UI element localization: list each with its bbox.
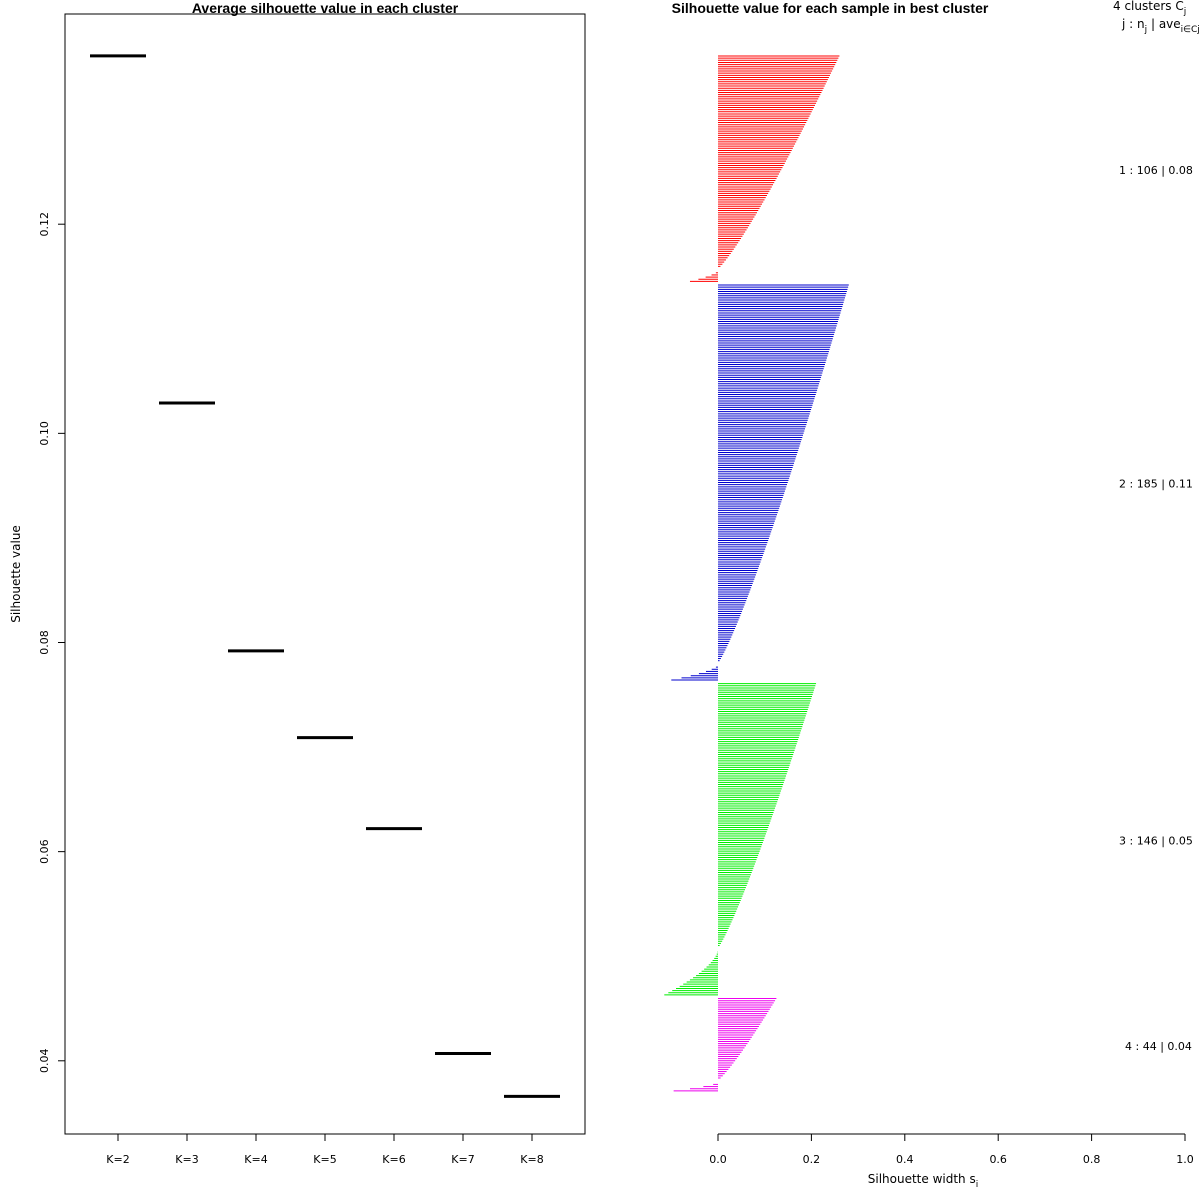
silhouette-bars (664, 55, 849, 1092)
silhouette-plot: Silhouette value for each sample in best… (664, 0, 1200, 1190)
cluster-summary-labels: 1 : 106 | 0.08 2 : 185 | 0.11 3 : 146 | 0.… (1119, 164, 1193, 1053)
left-plot-frame (64, 13, 586, 1135)
left-x-tick-label: K=8 (520, 1153, 543, 1166)
right-x-tick-label: 0.0 (709, 1153, 727, 1166)
cluster-2-summary: 2 : 185 | 0.11 (1119, 478, 1193, 491)
left-x-tick-label: K=2 (106, 1153, 129, 1166)
left-y-tick-label: 0.08 (38, 630, 51, 655)
right-chart-title: Silhouette value for each sample in best… (672, 0, 989, 16)
right-x-tick-label: 0.4 (896, 1153, 914, 1166)
left-y-axis: 0.04 0.06 0.08 0.10 0.12 (38, 212, 66, 1074)
right-x-tick-label: 0.6 (989, 1153, 1007, 1166)
cluster-2-bars (671, 284, 849, 681)
cluster-4-bars (673, 998, 777, 1092)
right-x-axis: 0.0 0.2 0.4 0.6 0.8 1.0 (709, 1133, 1194, 1166)
cluster-3-bars (664, 683, 817, 996)
left-x-tick-label: K=3 (175, 1153, 198, 1166)
legend-header-line2: j : nj | avei∈Cj s (1121, 17, 1200, 35)
legend-header-line1: 4 clusters Cj (1113, 0, 1186, 17)
left-x-tick-label: K=4 (244, 1153, 267, 1166)
cluster-legend-header: 4 clusters Cj j : nj | avei∈Cj s (1113, 0, 1200, 35)
left-x-tick-label: K=5 (313, 1153, 336, 1166)
left-x-tick-label: K=6 (382, 1153, 405, 1166)
cluster-1-bars (689, 55, 840, 282)
left-chart-title: Average silhouette value in each cluster (192, 0, 459, 16)
cluster-3-summary: 3 : 146 | 0.05 (1119, 834, 1193, 847)
cluster-1-summary: 1 : 106 | 0.08 (1119, 164, 1193, 177)
right-x-tick-label: 0.2 (803, 1153, 821, 1166)
right-x-axis-label: Silhouette width si (868, 1172, 979, 1190)
left-x-tick-label: K=7 (451, 1153, 474, 1166)
right-x-tick-label: 0.8 (1083, 1153, 1101, 1166)
left-y-tick-label: 0.04 (38, 1049, 51, 1074)
cluster-4-summary: 4 : 44 | 0.04 (1125, 1040, 1192, 1053)
right-x-tick-label: 1.0 (1176, 1153, 1194, 1166)
left-x-axis: K=2 K=3 K=4 K=5 K=6 K=7 K=8 (106, 1133, 544, 1166)
avg-silhouette-chart: Average silhouette value in each cluster… (9, 0, 586, 1166)
left-y-tick-label: 0.10 (38, 421, 51, 446)
left-y-tick-label: 0.06 (38, 839, 51, 864)
left-data-marks (90, 54, 560, 1098)
left-y-axis-label: Silhouette value (9, 525, 23, 623)
left-y-tick-label: 0.12 (38, 212, 51, 237)
